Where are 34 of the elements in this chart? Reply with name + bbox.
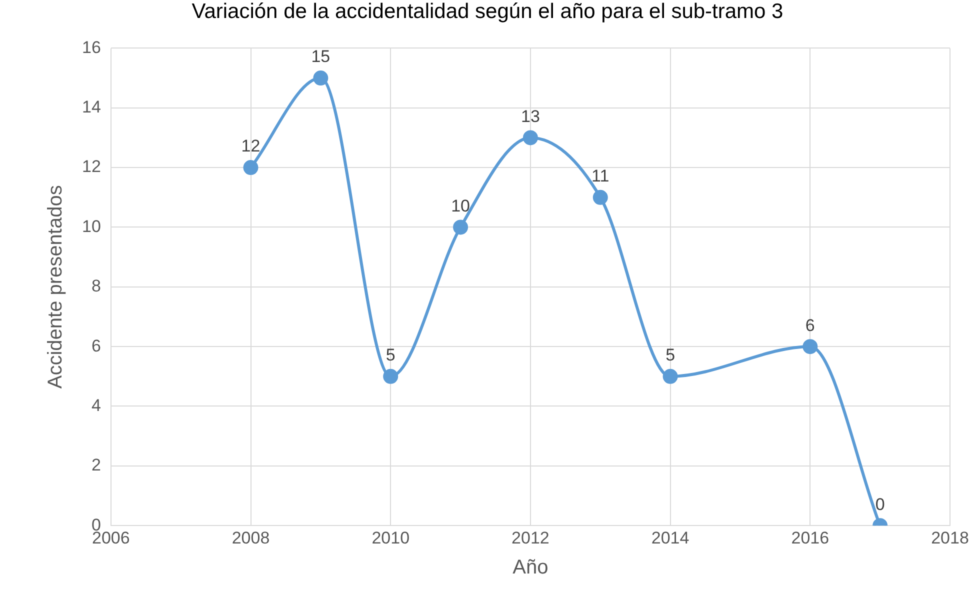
point (592, 190, 608, 205)
data-label: 5 (386, 346, 396, 365)
data-label: 11 (592, 166, 610, 186)
y-tick-label: 8 (91, 276, 101, 296)
x-tick-label: 2010 (372, 528, 410, 548)
point (243, 160, 258, 176)
y-tick-label: 4 (91, 396, 101, 415)
data-label: 13 (520, 106, 540, 126)
x-tick-label: 2014 (651, 528, 690, 548)
point (313, 70, 328, 86)
y-tick-label: 12 (82, 157, 101, 176)
point (383, 368, 398, 384)
y-tick-label: 16 (82, 38, 101, 57)
data-label: 0 (875, 494, 885, 514)
y-tick-label: 6 (91, 336, 101, 356)
data-label: 5 (666, 346, 676, 365)
y-tick-label: 2 (91, 456, 101, 475)
chart-title: Variación de la accidentalidad según el año para el sub-tramo 3 (190, 0, 784, 24)
x-tick-label: 2016 (791, 528, 830, 548)
data-label: 15 (311, 47, 330, 66)
x-tick-label: 2008 (232, 528, 270, 548)
x-tick-label: 2012 (512, 528, 550, 548)
data-label: 6 (805, 316, 815, 335)
data-label: 12 (241, 136, 260, 156)
data-label: 10 (451, 196, 470, 216)
point (662, 368, 678, 384)
point (802, 339, 818, 354)
y-tick-label: 14 (82, 98, 101, 117)
y-tick-label: 10 (82, 216, 101, 236)
point (453, 220, 468, 235)
y-axis-title: Accidente presentados (44, 185, 67, 389)
x-axis-title: Año (512, 556, 548, 579)
point (522, 130, 538, 146)
x-tick-label: 2018 (931, 528, 969, 548)
